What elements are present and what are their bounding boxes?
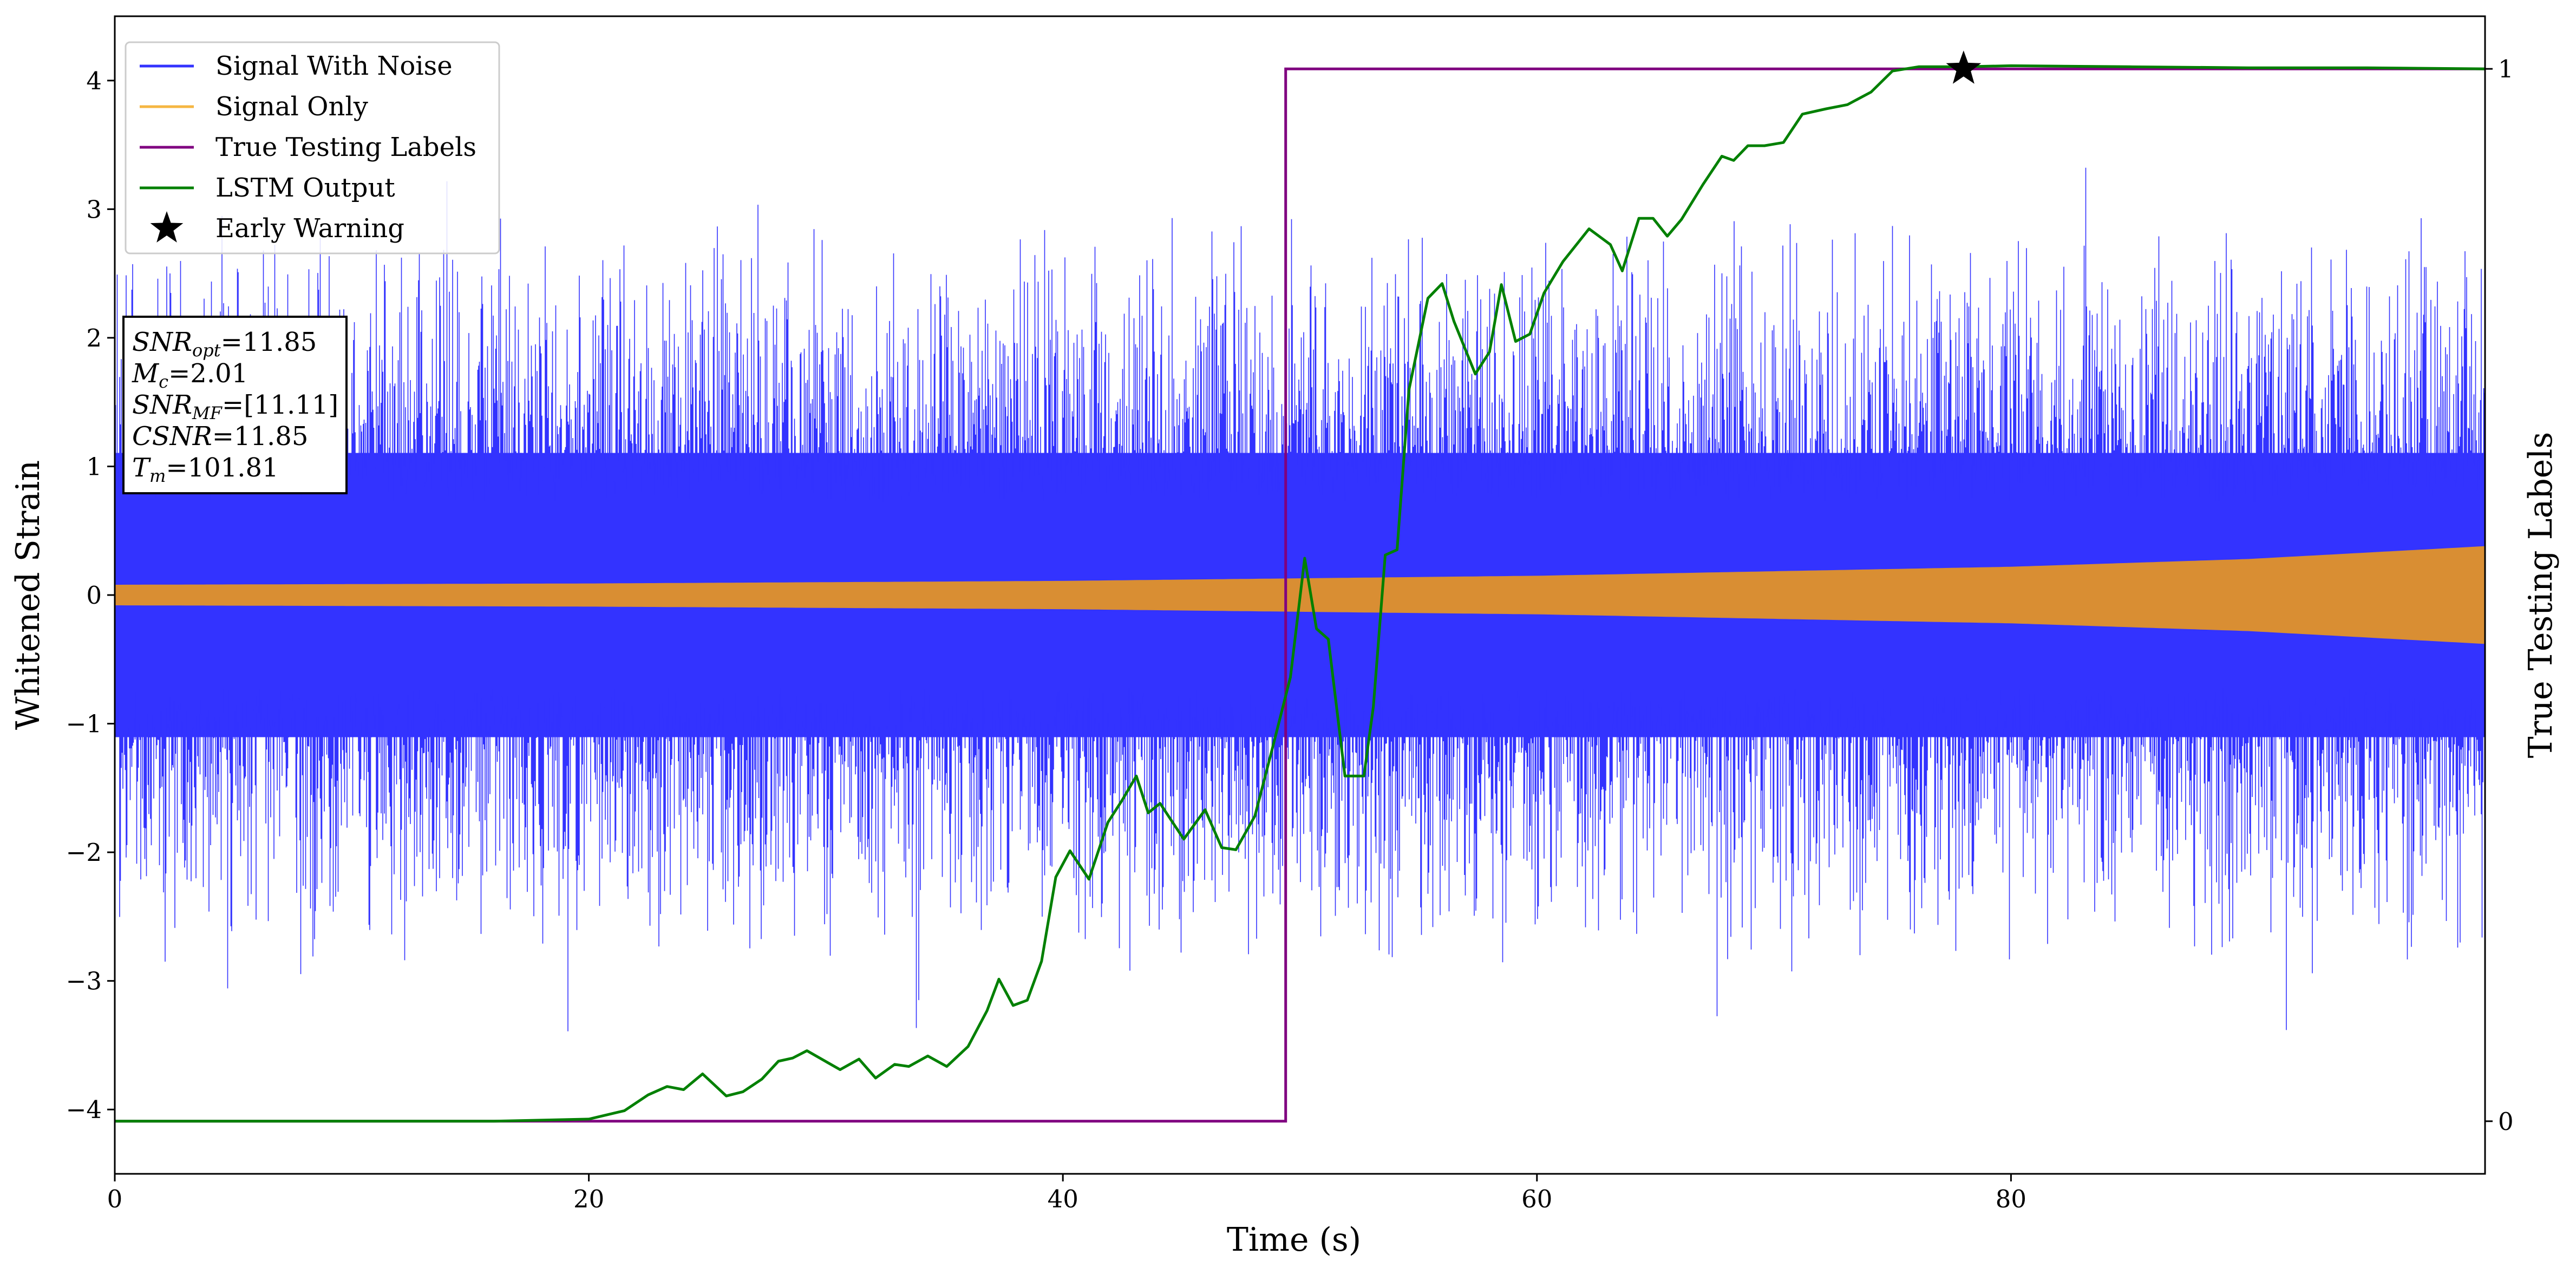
y-tick-label-8: −4 — [66, 1095, 102, 1124]
true-testing-labels-line — [115, 67, 2485, 1123]
legend-label-signal-with-noise: Signal With Noise — [215, 51, 453, 81]
y-axis-label: Whitened Strain — [9, 460, 47, 730]
x-axis: 0 20 40 60 80 — [107, 1174, 2026, 1213]
parameter-tm: Tm=101.81 — [132, 453, 279, 486]
y-tick-label-7: −3 — [66, 967, 102, 996]
parameter-box-frame — [122, 316, 348, 494]
lstm-output-series — [115, 64, 2485, 1123]
y-tick-label-2: 2 — [86, 324, 102, 352]
y-tick-label-1: 3 — [86, 195, 102, 224]
early-warning-marker — [1946, 50, 1982, 84]
y-tick-label-0: 4 — [86, 67, 102, 95]
legend-label-lstm-output: LSTM Output — [215, 173, 395, 203]
y-axis-left: 4 3 2 1 0 −1 −2 −3 −4 — [66, 67, 115, 1124]
y-tick-label-6: −2 — [66, 838, 102, 867]
legend-frame — [125, 41, 500, 254]
parameter-mc: Mc=2.01 — [132, 358, 248, 392]
legend-label-true-testing-labels: True Testing Labels — [215, 132, 476, 162]
x-tick-label-60: 60 — [1521, 1185, 1552, 1213]
y2-axis-label: True Testing Labels — [2522, 432, 2560, 759]
legend: Signal With Noise Signal Only True Testi… — [125, 41, 500, 254]
lstm-output-line — [115, 64, 2485, 1123]
y2-tick-label-0: 0 — [2498, 1107, 2514, 1136]
y-tick-label-3: 1 — [86, 452, 102, 481]
y-tick-label-5: −1 — [66, 710, 102, 739]
y-axis-right: 01 — [2485, 55, 2514, 1136]
x-axis-label: Time (s) — [1227, 1221, 1361, 1259]
x-tick-label-0: 0 — [107, 1185, 123, 1213]
legend-swatch-early-warning — [150, 211, 184, 243]
x-tick-label-80: 80 — [1996, 1185, 2026, 1213]
legend-label-signal-only: Signal Only — [215, 92, 368, 122]
plot-area — [115, 50, 2485, 1123]
true-testing-labels-series — [115, 67, 2485, 1123]
parameter-csnr: CSNR=11.85 — [132, 421, 308, 452]
y2-tick-label-1: 1 — [2498, 55, 2514, 83]
parameter-box: SNRopt=11.85 Mc=2.01 SNRMF=[11.11] CSNR=… — [122, 316, 348, 494]
legend-label-early-warning: Early Warning — [215, 213, 404, 244]
parameter-snr-opt: SNRopt=11.85 — [132, 327, 317, 361]
y-tick-label-4: 0 — [86, 581, 102, 610]
x-tick-label-20: 20 — [573, 1185, 604, 1213]
x-tick-label-40: 40 — [1048, 1185, 1078, 1213]
parameter-snr-mf: SNRMF=[11.11] — [132, 390, 338, 423]
early-warning-series — [1946, 50, 1982, 84]
